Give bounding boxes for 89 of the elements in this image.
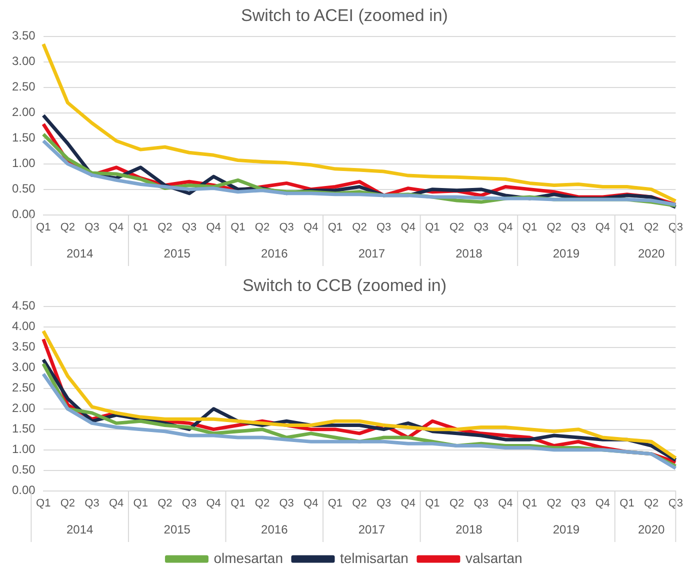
y-tick-label: 1.00 bbox=[12, 156, 36, 170]
x-tick-label: Q2 bbox=[254, 221, 270, 234]
text: 2018 bbox=[456, 522, 483, 536]
x-tick-label: Q1 bbox=[36, 221, 51, 234]
x-tick-label: Q2 bbox=[644, 221, 659, 234]
x-tick-label: Q3 bbox=[182, 497, 197, 510]
text: 2017 bbox=[358, 246, 386, 260]
x-tick-label: Q4 bbox=[498, 221, 513, 234]
y-tick-label: 0.50 bbox=[12, 462, 36, 477]
text: 2014 bbox=[66, 246, 94, 260]
x-tick-label: Q2 bbox=[546, 497, 562, 510]
x-tick-label: Q4 bbox=[400, 497, 416, 510]
x-tick-label: Q2 bbox=[60, 221, 76, 234]
x-tick-label: Q4 bbox=[304, 221, 318, 234]
x-tick-label: Q3 bbox=[84, 497, 100, 510]
y-tick-label: 3.00 bbox=[12, 54, 36, 68]
x-tick-label: Q2 bbox=[60, 497, 76, 510]
x-tick-label: Q4 bbox=[304, 497, 318, 510]
text: 2015 bbox=[164, 522, 191, 536]
x-tick-label: Q1 bbox=[522, 497, 538, 510]
y-tick-label: 1.50 bbox=[12, 130, 36, 145]
x-tick-label: Q1 bbox=[620, 497, 634, 510]
y-tick-label: 3.50 bbox=[12, 340, 36, 354]
legend-label: olmesartan bbox=[214, 550, 283, 566]
x-tick-label: Q4 bbox=[108, 221, 124, 234]
x-tick-label: Q2 bbox=[352, 497, 367, 510]
text: 2014 bbox=[66, 522, 94, 536]
x-tick-label: Q2 bbox=[254, 497, 270, 510]
y-tick-label: 1.50 bbox=[12, 422, 36, 436]
chart-title: Switch to ACEI (zoomed in) bbox=[241, 6, 448, 25]
y-tick-label: 0.50 bbox=[12, 182, 36, 196]
y-tick-label: 3.50 bbox=[12, 28, 36, 43]
text: 2018 bbox=[456, 246, 483, 260]
x-tick-label: Q3 bbox=[376, 497, 392, 510]
x-tick-label: Q2 bbox=[449, 497, 464, 510]
x-tick-label: Q2 bbox=[546, 221, 562, 234]
x-tick-label: Q1 bbox=[230, 497, 246, 510]
y-tick-label: 2.50 bbox=[12, 80, 36, 94]
x-tick-label: Q4 bbox=[595, 221, 610, 234]
y-tick-label: 2.50 bbox=[12, 380, 36, 395]
text: 2019 bbox=[552, 246, 580, 260]
x-tick-label: Q4 bbox=[498, 497, 513, 510]
chart-title: Switch to CCB (zoomed in) bbox=[242, 276, 447, 295]
x-tick-label: Q1 bbox=[522, 221, 538, 234]
y-tick-label: 4.50 bbox=[12, 298, 36, 313]
x-tick-label: Q1 bbox=[328, 497, 343, 510]
x-tick-label: Q2 bbox=[644, 497, 659, 510]
x-tick-label: Q3 bbox=[182, 221, 197, 234]
x-tick-label: Q3 bbox=[474, 221, 488, 234]
x-tick-label: Q3 bbox=[571, 497, 586, 510]
x-tick-label: Q3 bbox=[474, 497, 488, 510]
text: 2020 bbox=[638, 246, 666, 260]
x-tick-label: Q4 bbox=[206, 221, 221, 234]
x-tick-label: Q2 bbox=[352, 221, 367, 234]
x-tick-label: Q2 bbox=[158, 497, 172, 510]
x-tick-label: Q4 bbox=[595, 497, 610, 510]
x-tick-label: Q1 bbox=[328, 221, 343, 234]
y-tick-label: 0.00 bbox=[12, 207, 36, 222]
y-tick-label: 2.00 bbox=[12, 105, 36, 120]
x-tick-label: Q4 bbox=[206, 497, 221, 510]
y-tick-label: 4.00 bbox=[12, 319, 36, 334]
y-tick-label: 2.00 bbox=[12, 401, 36, 416]
x-tick-label: Q3 bbox=[571, 221, 586, 234]
x-tick-label: Q2 bbox=[158, 221, 172, 234]
x-tick-label: Q4 bbox=[400, 221, 416, 234]
text: 2016 bbox=[261, 246, 288, 260]
x-tick-label: Q1 bbox=[133, 221, 148, 234]
y-tick-label: 0.00 bbox=[12, 483, 36, 498]
text: 2016 bbox=[261, 522, 288, 536]
x-tick-label: Q1 bbox=[230, 221, 246, 234]
x-tick-label: Q2 bbox=[449, 221, 464, 234]
y-tick-label: 3.00 bbox=[12, 360, 36, 374]
x-tick-label: Q1 bbox=[133, 497, 148, 510]
text: 2019 bbox=[552, 522, 580, 536]
legend-label: valsartan bbox=[465, 550, 522, 566]
x-tick-label: Q1 bbox=[36, 497, 51, 510]
x-tick-label: Q3 bbox=[84, 221, 100, 234]
text: 2020 bbox=[638, 522, 666, 536]
x-tick-label: Q3 bbox=[279, 221, 294, 234]
x-tick-label: Q4 bbox=[108, 497, 124, 510]
x-tick-label: Q3 bbox=[376, 221, 392, 234]
text: 2017 bbox=[358, 522, 386, 536]
legend-label: telmisartan bbox=[340, 550, 408, 566]
x-tick-label: Q3 bbox=[279, 497, 294, 510]
x-tick-label: Q1 bbox=[425, 497, 440, 510]
x-tick-label: Q1 bbox=[620, 221, 634, 234]
text: 2015 bbox=[164, 246, 191, 260]
y-tick-label: 1.00 bbox=[12, 442, 36, 456]
x-tick-label: Q1 bbox=[425, 221, 440, 234]
